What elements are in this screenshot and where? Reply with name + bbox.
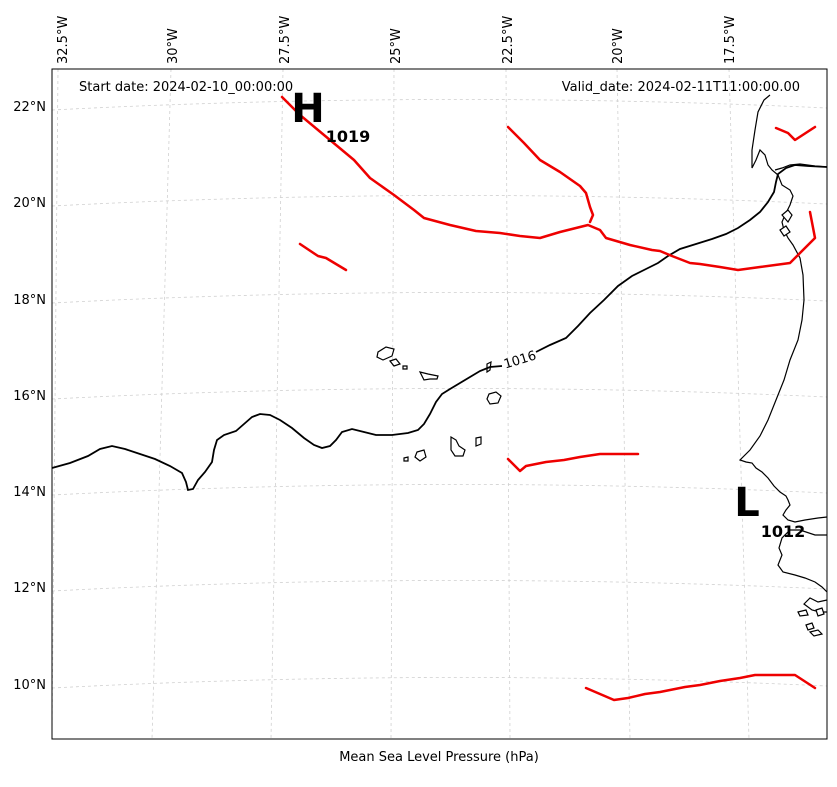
- gridline-lon-32-5: [51, 68, 59, 740]
- africa-coastline-south: [777, 529, 828, 593]
- longitude-ticks: 32.5°W 30°W 27.5°W 25°W 22.5°W 20°W 17.5…: [56, 16, 738, 64]
- africa-coastline: [738, 94, 828, 523]
- cape-verde-islands: [376, 346, 502, 462]
- front-line-topright: [774, 125, 817, 142]
- lat-tick-label: 18°N: [13, 293, 46, 308]
- coastal-island-4: [805, 622, 815, 631]
- island-boa-vista: [486, 391, 502, 405]
- low-center-letter: L: [734, 480, 760, 526]
- lon-tick-label: 22.5°W: [501, 16, 516, 64]
- front-line-north: [280, 95, 817, 272]
- latitude-ticks: 22°N 20°N 18°N 16°N 14°N 12°N 10°N: [13, 100, 46, 693]
- lat-tick-label: 14°N: [13, 485, 46, 500]
- island-sao-vicente: [388, 358, 402, 367]
- front-lines: [280, 95, 817, 702]
- gridline-lon-22-5: [505, 68, 511, 740]
- low-center-value: 1012: [761, 522, 806, 541]
- front-line-short-west: [298, 242, 348, 272]
- island-maio: [475, 436, 482, 447]
- lon-tick-label: 32.5°W: [56, 16, 71, 64]
- start-date-label: Start date: 2024-02-10_00:00:00: [79, 80, 293, 95]
- gridline-lat-20: [51, 195, 828, 207]
- valid-date-label: Valid_date: 2024-02-11T11:00:00.00: [562, 80, 800, 95]
- gridline-lon-20: [616, 68, 631, 740]
- lat-tick-label: 16°N: [13, 389, 46, 404]
- island-brava: [403, 456, 409, 462]
- lat-tick-label: 12°N: [13, 581, 46, 596]
- gridline-lat-22: [51, 99, 828, 111]
- pressure-center-high: H 1019: [291, 86, 370, 146]
- gridline-lat-12: [51, 580, 828, 592]
- lon-tick-label: 27.5°W: [278, 16, 293, 64]
- coastal-island-2: [779, 225, 791, 237]
- gridline-lat-16: [51, 388, 828, 400]
- gridline-lon-30: [151, 68, 172, 740]
- island-fogo: [414, 449, 427, 462]
- map-area: [52, 69, 827, 739]
- island-sao-nicolau: [418, 371, 439, 381]
- front-line-south: [584, 673, 817, 702]
- coastal-island-5: [808, 629, 824, 637]
- gridline-lat-18: [51, 292, 828, 304]
- lat-tick-label: 20°N: [13, 196, 46, 211]
- front-line-northeast-arc: [506, 125, 595, 224]
- lat-tick-label: 10°N: [13, 678, 46, 693]
- x-axis-label: Mean Sea Level Pressure (hPa): [339, 750, 539, 765]
- gridline-lat-10: [51, 677, 828, 689]
- front-line-central: [506, 452, 640, 473]
- coastlines: [738, 94, 828, 637]
- gridline-lon-25: [390, 68, 395, 740]
- lon-tick-label: 17.5°W: [723, 16, 738, 64]
- high-center-value: 1019: [326, 127, 371, 146]
- island-santiago: [450, 435, 466, 457]
- island-santo-antao: [376, 346, 395, 361]
- lon-tick-label: 30°W: [166, 28, 181, 64]
- lon-tick-label: 20°W: [611, 28, 626, 64]
- gridline-lon-27-5: [270, 68, 284, 740]
- pressure-center-low: L 1012: [734, 480, 805, 541]
- gridline-lat-14: [51, 484, 828, 496]
- coastal-island-6: [815, 607, 825, 617]
- coastal-island-1: [781, 209, 793, 224]
- high-center-letter: H: [291, 86, 324, 132]
- map-frame: [51, 68, 828, 740]
- coastal-island-3: [797, 609, 809, 617]
- isobar-1016: [51, 164, 828, 492]
- gridlines: [51, 68, 828, 740]
- lat-tick-label: 22°N: [13, 100, 46, 115]
- gridline-lon-17-5: [728, 68, 750, 740]
- island-santa-luzia: [402, 365, 408, 370]
- lon-tick-label: 25°W: [389, 28, 404, 64]
